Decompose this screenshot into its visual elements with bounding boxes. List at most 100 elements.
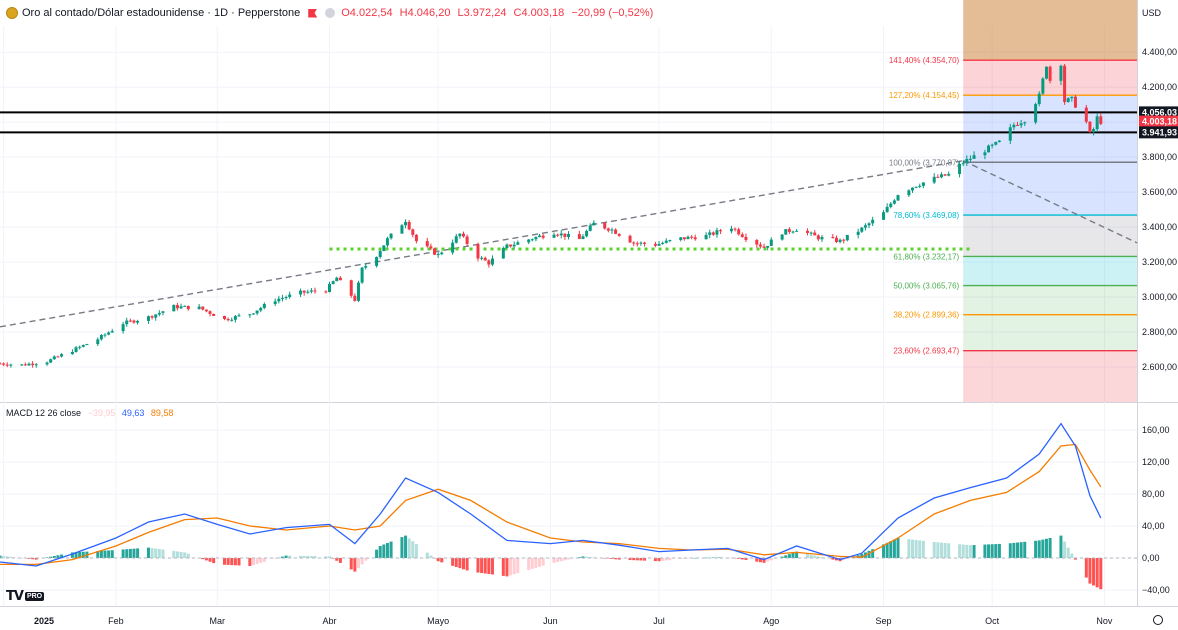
candle-body[interactable] xyxy=(505,244,509,249)
candle-body[interactable] xyxy=(208,311,212,314)
candle-body[interactable] xyxy=(896,195,900,201)
candle-body[interactable] xyxy=(99,335,103,340)
macd-title[interactable]: MACD 12 26 close xyxy=(6,408,82,418)
candle-body[interactable] xyxy=(378,250,382,257)
candle-body[interactable] xyxy=(527,239,531,243)
candle-body[interactable] xyxy=(103,334,107,336)
candle-body[interactable] xyxy=(52,356,56,360)
candle-body[interactable] xyxy=(175,305,179,309)
candle-body[interactable] xyxy=(972,155,976,159)
candle-body[interactable] xyxy=(34,364,38,366)
candle-body[interactable] xyxy=(338,277,342,281)
candle-body[interactable] xyxy=(146,316,150,321)
candle-body[interactable] xyxy=(154,314,158,318)
candle-body[interactable] xyxy=(559,233,563,236)
candle-body[interactable] xyxy=(737,229,741,235)
candle-body[interactable] xyxy=(230,319,234,321)
candle-body[interactable] xyxy=(758,244,762,247)
candle-body[interactable] xyxy=(404,221,408,226)
candle-body[interactable] xyxy=(461,233,465,237)
candle-body[interactable] xyxy=(136,320,140,323)
candle-body[interactable] xyxy=(987,145,991,153)
macd-signal-line[interactable] xyxy=(0,443,1102,566)
candle-body[interactable] xyxy=(226,318,230,321)
candle-body[interactable] xyxy=(251,313,255,315)
candle-body[interactable] xyxy=(132,320,136,323)
candle-body[interactable] xyxy=(201,306,205,310)
candle-body[interactable] xyxy=(223,315,227,319)
candle-body[interactable] xyxy=(733,228,737,230)
candle-body[interactable] xyxy=(335,277,339,282)
candle-body[interactable] xyxy=(577,234,581,240)
candle-body[interactable] xyxy=(125,320,129,325)
candle-body[interactable] xyxy=(157,312,161,315)
candle-body[interactable] xyxy=(78,346,82,348)
candle-body[interactable] xyxy=(842,239,846,241)
candle-body[interactable] xyxy=(921,182,925,186)
candle-body[interactable] xyxy=(70,351,74,355)
candle-body[interactable] xyxy=(838,239,842,243)
candle-body[interactable] xyxy=(1070,96,1074,99)
candle-body[interactable] xyxy=(204,309,208,312)
candle-body[interactable] xyxy=(5,364,9,366)
candle-body[interactable] xyxy=(1034,104,1038,123)
candle-body[interactable] xyxy=(487,260,491,265)
candle-body[interactable] xyxy=(353,295,357,301)
candle-body[interactable] xyxy=(85,344,89,346)
candle-body[interactable] xyxy=(1044,66,1048,79)
candle-body[interactable] xyxy=(490,258,494,265)
candle-body[interactable] xyxy=(324,291,328,293)
candle-body[interactable] xyxy=(990,144,994,146)
candle-body[interactable] xyxy=(932,176,936,183)
candle-body[interactable] xyxy=(237,315,241,317)
candle-body[interactable] xyxy=(501,248,505,259)
candle-body[interactable] xyxy=(56,356,60,358)
candle-body[interactable] xyxy=(784,229,788,235)
candle-body[interactable] xyxy=(389,233,393,239)
candle-body[interactable] xyxy=(458,233,462,237)
candle-body[interactable] xyxy=(107,332,111,335)
candle-body[interactable] xyxy=(766,245,770,248)
candle-body[interactable] xyxy=(183,305,187,307)
candle-body[interactable] xyxy=(255,310,259,314)
candle-body[interactable] xyxy=(186,305,190,310)
candle-body[interactable] xyxy=(729,228,733,232)
candle-body[interactable] xyxy=(128,320,132,322)
candle-body[interactable] xyxy=(302,290,306,293)
candle-body[interactable] xyxy=(1041,78,1045,94)
candle-body[interactable] xyxy=(769,239,773,246)
candle-body[interactable] xyxy=(277,298,281,302)
candle-body[interactable] xyxy=(639,242,643,244)
candle-body[interactable] xyxy=(1037,93,1041,105)
candle-body[interactable] xyxy=(585,230,589,237)
candle-body[interactable] xyxy=(407,221,411,230)
trend-line[interactable] xyxy=(962,160,1138,244)
candle-body[interactable] xyxy=(889,203,893,207)
candle-body[interactable] xyxy=(693,237,697,240)
candle-body[interactable] xyxy=(1059,65,1063,81)
candle-body[interactable] xyxy=(556,234,560,236)
candle-body[interactable] xyxy=(860,227,864,232)
candle-body[interactable] xyxy=(31,363,35,366)
candle-body[interactable] xyxy=(60,354,64,357)
candle-body[interactable] xyxy=(121,324,125,332)
candle-body[interactable] xyxy=(331,281,335,284)
candle-body[interactable] xyxy=(356,282,360,301)
candle-body[interactable] xyxy=(910,187,914,191)
candle-body[interactable] xyxy=(411,229,415,235)
candle-body[interactable] xyxy=(454,236,458,243)
candle-body[interactable] xyxy=(686,236,690,240)
candle-body[interactable] xyxy=(197,306,201,310)
candle-body[interactable] xyxy=(1084,107,1088,122)
candle-body[interactable] xyxy=(661,242,665,244)
candle-body[interactable] xyxy=(914,186,918,188)
candle-body[interactable] xyxy=(610,229,614,231)
candle-body[interactable] xyxy=(744,236,748,240)
macd-line[interactable] xyxy=(0,422,1102,567)
candle-body[interactable] xyxy=(787,229,791,232)
candle-body[interactable] xyxy=(284,297,288,299)
candle-body[interactable] xyxy=(690,236,694,238)
candle-body[interactable] xyxy=(150,316,154,318)
candle-body[interactable] xyxy=(1063,65,1067,103)
